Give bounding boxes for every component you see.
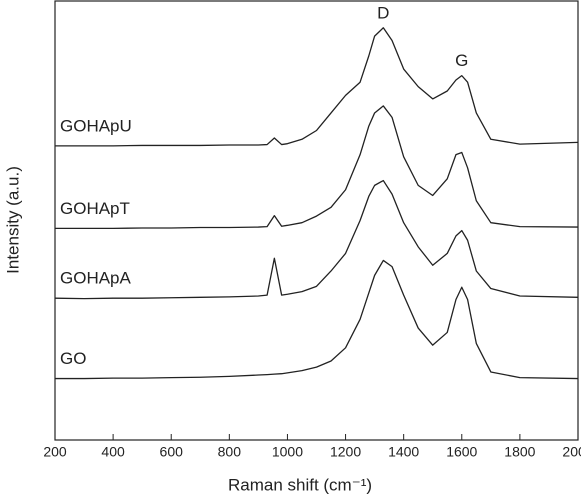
series-label: GOHApT bbox=[60, 199, 130, 218]
x-tick-label: 1000 bbox=[272, 444, 303, 460]
x-tick-label: 1200 bbox=[330, 444, 361, 460]
x-tick-label: 1400 bbox=[388, 444, 419, 460]
x-tick-label: 2000 bbox=[562, 444, 581, 460]
x-tick-label: 800 bbox=[218, 444, 242, 460]
spectrum-line bbox=[55, 105, 579, 230]
x-tick-label: 200 bbox=[43, 444, 67, 460]
series-label: GOHApU bbox=[60, 116, 132, 135]
peak-label: G bbox=[455, 51, 468, 70]
x-tick-label: 600 bbox=[160, 444, 184, 460]
x-tick-label: 400 bbox=[101, 444, 125, 460]
spectrum-line bbox=[54, 179, 579, 300]
plot-frame bbox=[54, 0, 579, 441]
spectrum-line bbox=[55, 27, 579, 147]
x-tick-label: 1600 bbox=[446, 444, 477, 460]
x-tick-label: 1800 bbox=[504, 444, 535, 460]
series-label: GO bbox=[60, 349, 86, 368]
y-axis-title: Intensity (a.u.) bbox=[3, 166, 22, 274]
series-label: GOHApA bbox=[60, 269, 132, 288]
x-axis-title: Raman shift (cm⁻¹) bbox=[228, 475, 372, 494]
spectrum-line bbox=[55, 259, 579, 380]
peak-label: D bbox=[377, 3, 389, 22]
